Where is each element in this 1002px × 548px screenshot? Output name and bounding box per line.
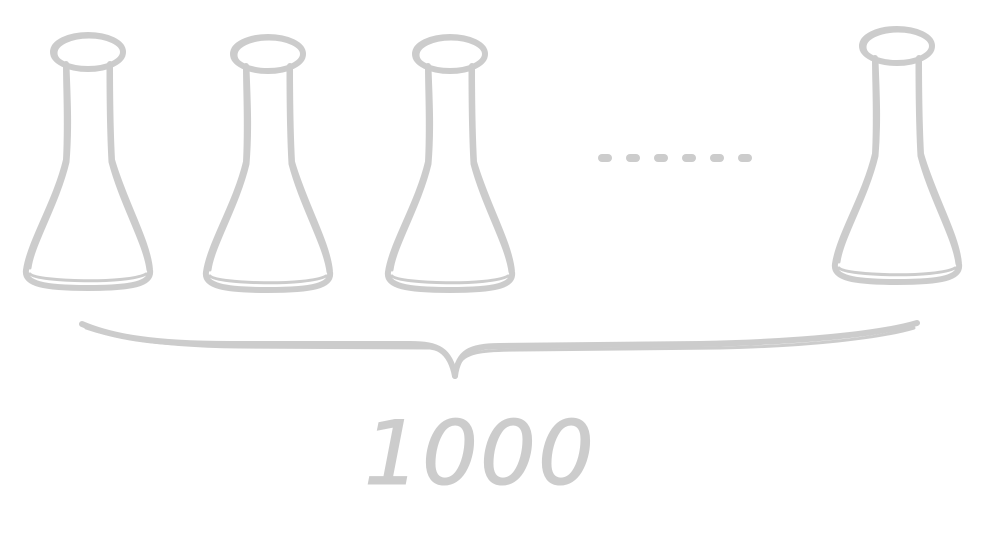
- flask-icon-4: [835, 29, 959, 282]
- flask-icon-3: [388, 37, 512, 290]
- grouping-brace: [79, 320, 920, 379]
- count-label: 1000: [364, 402, 596, 505]
- flask-icon-2: [206, 37, 330, 290]
- flask-icon-1: [26, 35, 150, 288]
